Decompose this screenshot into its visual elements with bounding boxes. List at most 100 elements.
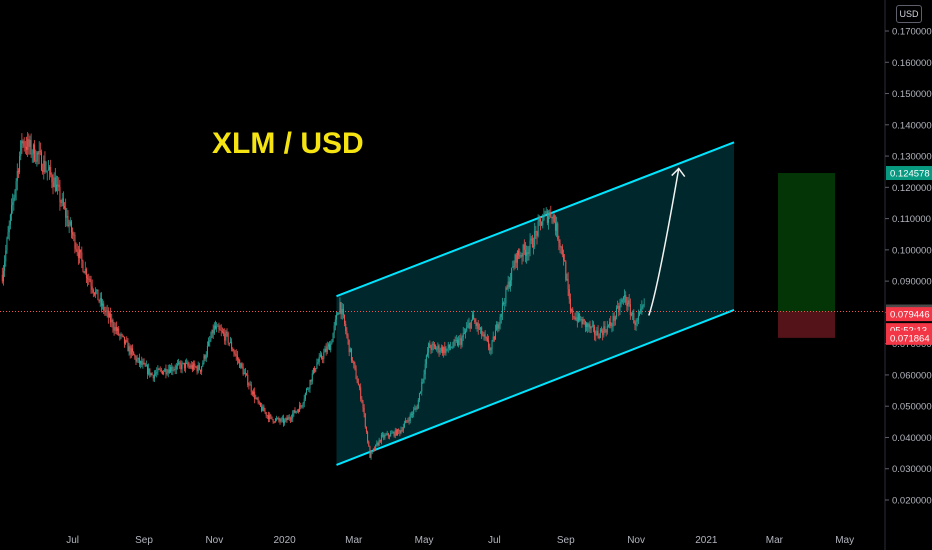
candle-body: [104, 310, 106, 312]
candle-body: [218, 325, 220, 330]
candle-body: [161, 370, 163, 375]
candle-body: [604, 326, 606, 331]
candle-body: [186, 362, 188, 364]
candle-body: [379, 439, 381, 442]
candle-body: [203, 355, 205, 363]
candle-body: [28, 139, 30, 147]
candle-body: [99, 298, 101, 302]
candle-body: [153, 374, 155, 379]
price-badge: [886, 166, 932, 181]
candle-body: [500, 313, 502, 318]
candle-body: [152, 375, 154, 379]
candle-body: [454, 340, 456, 341]
candle-body: [611, 325, 613, 327]
candle-body: [263, 406, 265, 412]
candle-body: [140, 361, 142, 364]
candle-body: [112, 319, 114, 328]
candle-body: [627, 300, 629, 307]
candle-body: [122, 335, 124, 337]
candle-body: [223, 332, 225, 334]
candle-body: [251, 391, 253, 395]
candle-body: [481, 327, 483, 336]
candle-body: [405, 420, 407, 424]
candle-body: [127, 341, 129, 352]
candle-body: [206, 345, 208, 355]
candle-body: [229, 341, 231, 343]
candle-body: [393, 432, 395, 436]
candle-body: [47, 169, 49, 171]
candle-body: [597, 330, 599, 337]
candle-body: [641, 306, 643, 309]
candle-body: [486, 338, 488, 341]
candle-body: [280, 418, 282, 422]
candle-body: [436, 348, 438, 350]
candle-body: [171, 366, 173, 371]
candle-body: [569, 299, 571, 311]
candle-body: [70, 221, 72, 233]
channel-upper-line: [336, 141, 735, 298]
candle-body: [617, 306, 619, 308]
candle-body: [296, 410, 298, 412]
long-position-box: [778, 173, 835, 338]
candle-body: [121, 334, 123, 336]
price-axis: 0.170000 0.160000 0.150000 0.140000 0.130000…: [884, 0, 932, 550]
candle-body: [473, 314, 475, 320]
candle-body: [391, 432, 393, 434]
candle-body: [301, 405, 303, 407]
candle-body: [513, 266, 515, 268]
candle-body: [277, 417, 279, 419]
candle-body: [640, 308, 642, 313]
price-tick-label: 0.150000: [892, 89, 932, 100]
candle-body: [489, 347, 491, 351]
candle-body: [616, 307, 618, 317]
candle-body: [219, 329, 221, 331]
candle-body: [130, 348, 132, 355]
candle-body: [580, 319, 582, 321]
candle-body: [13, 197, 15, 203]
candle-body: [326, 346, 328, 352]
candle-body: [598, 336, 600, 338]
candle-body: [422, 378, 424, 382]
candle-body: [234, 353, 236, 355]
candle-body: [626, 302, 628, 307]
candle-body: [370, 452, 372, 458]
price-tick-label: 0.060000: [892, 370, 932, 381]
time-tick-label: Nov: [627, 535, 645, 546]
candle-body: [534, 231, 536, 247]
time-tick-label: Mar: [345, 535, 363, 546]
price-tick-label: 0.090000: [892, 277, 932, 288]
candle-body: [54, 177, 56, 192]
candle-body: [632, 312, 634, 315]
candle-body: [226, 331, 228, 333]
candle-body: [331, 342, 333, 344]
candle-body: [581, 319, 583, 325]
candle-body: [341, 308, 343, 315]
currency-button[interactable]: USD: [896, 5, 922, 23]
candle-body: [30, 140, 32, 154]
candle-body: [285, 418, 287, 421]
candle-body: [307, 388, 309, 390]
candle-body: [110, 313, 112, 323]
candle-body: [45, 170, 47, 172]
candle-body: [475, 321, 477, 326]
candle-body: [491, 341, 493, 350]
candle-body: [216, 326, 218, 329]
candle-body: [5, 250, 7, 262]
candle-body: [120, 334, 122, 336]
candle-body: [106, 310, 108, 312]
channel-fill: [336, 142, 735, 465]
candle-body: [390, 433, 392, 437]
candle-body: [509, 280, 511, 288]
candle-body: [523, 244, 525, 250]
candle-body: [55, 184, 57, 192]
candle-body: [4, 261, 6, 271]
candle-body: [323, 352, 325, 359]
price-tick-label: 0.040000: [892, 433, 932, 444]
candle-body: [7, 232, 9, 239]
candle-body: [375, 444, 377, 450]
candle-body: [81, 252, 83, 261]
candle-body: [236, 355, 238, 360]
candle-body: [262, 406, 264, 411]
candle-body: [27, 139, 29, 150]
